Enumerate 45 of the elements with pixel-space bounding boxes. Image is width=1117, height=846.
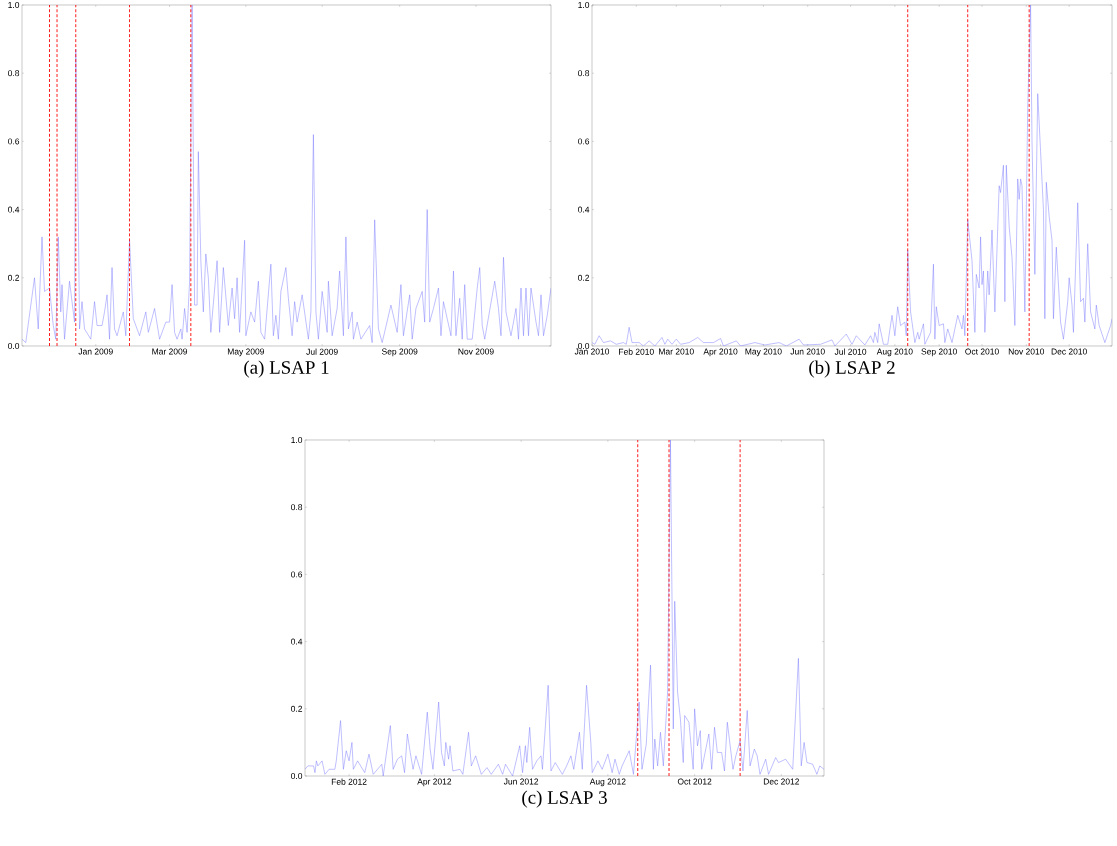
y-tick-label: 1.0: [578, 2, 590, 8]
y-tick-label: 0.4: [8, 206, 20, 213]
x-tick-label: Aug 2010: [876, 348, 913, 357]
x-tick-label: Jan 2010: [574, 348, 610, 355]
x-tick-label: Jul 2009: [306, 348, 338, 355]
y-tick-label: 0.2: [578, 274, 590, 281]
x-tick-label: Oct 2010: [965, 348, 999, 355]
x-tick-label: Mar 2010: [659, 348, 694, 355]
y-tick-label: 0.8: [578, 70, 590, 77]
y-tick-label: 0.0: [8, 343, 20, 349]
y-tick-label: 1.0: [8, 2, 20, 8]
x-tick-label: Dec 2010: [1051, 348, 1087, 355]
y-tick-label: 0.2: [291, 705, 303, 712]
x-tick-label: Nov 2009: [458, 348, 494, 355]
x-tick-label: May 2009: [227, 348, 265, 357]
y-tick-label: 0.6: [291, 571, 303, 578]
y-tick-label: 0.2: [8, 274, 20, 281]
x-tick-label: Aug 2012: [589, 778, 626, 787]
x-tick-label: Oct 2012: [677, 778, 712, 785]
text: (c) LSAP 3: [522, 790, 607, 808]
x-tick-label: Feb 2012: [331, 778, 367, 785]
y-tick-label: 0.4: [578, 206, 590, 213]
y-tick-label: 0.6: [578, 138, 590, 145]
y-tick-label: 1.0: [291, 437, 303, 443]
x-tick-label: Feb 2010: [619, 348, 654, 355]
x-tick-label: Apr 2010: [703, 348, 738, 357]
y-tick-label: 0.8: [8, 70, 20, 77]
y-tick-label: 0.8: [291, 504, 303, 511]
x-tick-label: Jul 2010: [834, 348, 867, 355]
x-tick-label: Jun 2012: [503, 778, 539, 785]
x-tick-label: Sep 2010: [921, 348, 957, 357]
x-tick-label: Dec 2012: [763, 778, 800, 785]
x-tick-label: Apr 2012: [417, 778, 452, 787]
x-tick-label: Mar 2009: [152, 348, 188, 355]
x-tick-label: May 2010: [745, 348, 782, 357]
y-tick-label: 0.4: [291, 638, 303, 645]
x-tick-label: Nov 2010: [1008, 348, 1045, 355]
x-tick-label: Jun 2010: [790, 348, 825, 355]
x-tick-label: Sep 2009: [381, 348, 418, 357]
y-tick-label: 0.0: [578, 343, 590, 349]
text: (b) LSAP 2: [809, 360, 895, 378]
y-tick-label: 0.0: [291, 773, 303, 779]
x-tick-label: Jan 2009: [78, 348, 113, 355]
text: (a) LSAP 1: [244, 360, 329, 378]
y-tick-label: 0.6: [8, 138, 20, 145]
